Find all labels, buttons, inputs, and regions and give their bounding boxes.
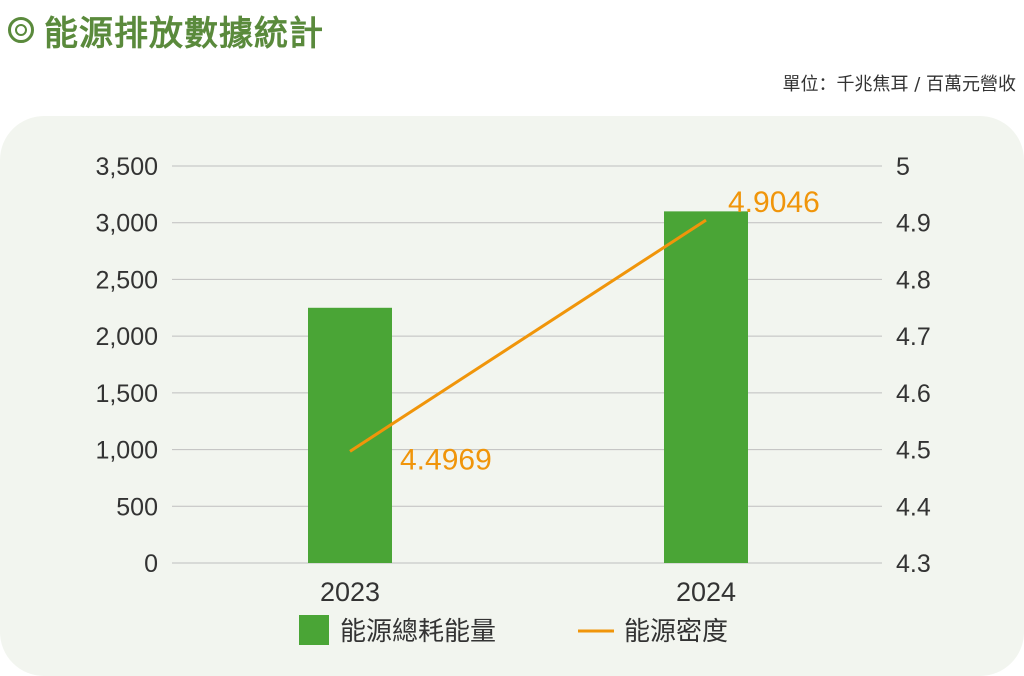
y-left-tick-label: 1,500 (95, 380, 158, 408)
chart-title-text: 能源排放數據統計 (44, 13, 324, 54)
y-left-tick-label: 3,500 (95, 153, 158, 181)
y-right-tick-label: 5 (896, 153, 910, 181)
line-series-energy-density (349, 218, 707, 453)
y-right-tick-label: 4.6 (896, 380, 931, 408)
legend-swatch-bar (299, 615, 329, 645)
y-left-tick-label: 2,000 (95, 323, 158, 351)
y-right-tick-label: 4.8 (896, 266, 931, 294)
y-left-tick-label: 500 (116, 493, 158, 521)
y-left-tick-label: 2,500 (95, 266, 158, 294)
y-left-tick-label: 0 (144, 550, 158, 578)
bar-2024 (664, 211, 748, 563)
y-right-tick-label: 4.9 (896, 210, 931, 238)
y-right-tick-label: 4.7 (896, 323, 931, 351)
bar-2023 (308, 307, 392, 563)
chart-panel: 0 500 1,000 1,500 2,000 2,500 3,000 3,500 4.3 4.4… (0, 116, 1024, 676)
x-tick-label: 2023 (320, 577, 380, 607)
data-label-2024: 4.9046 (728, 186, 820, 219)
legend-label-bar: 能源總耗能量 (340, 617, 496, 647)
legend-label-line: 能源密度 (624, 617, 728, 647)
data-label-2023: 4.4969 (400, 443, 492, 476)
y-left-tick-label: 3,000 (95, 210, 158, 238)
x-tick-label: 2024 (676, 577, 736, 607)
unit-label: 單位：千兆焦耳 / 百萬元營收 (782, 74, 1016, 95)
combo-chart: 0 500 1,000 1,500 2,000 2,500 3,000 3,500 4.3 4.4… (95, 153, 931, 647)
double-circle-icon (8, 17, 34, 43)
y-right-tick-label: 4.4 (896, 493, 931, 521)
y-left-tick-label: 1,000 (95, 437, 158, 465)
chart-title: 能源排放數據統計 (8, 8, 324, 54)
y-right-tick-label: 4.5 (896, 437, 931, 465)
y-right-tick-label: 4.3 (896, 550, 931, 578)
